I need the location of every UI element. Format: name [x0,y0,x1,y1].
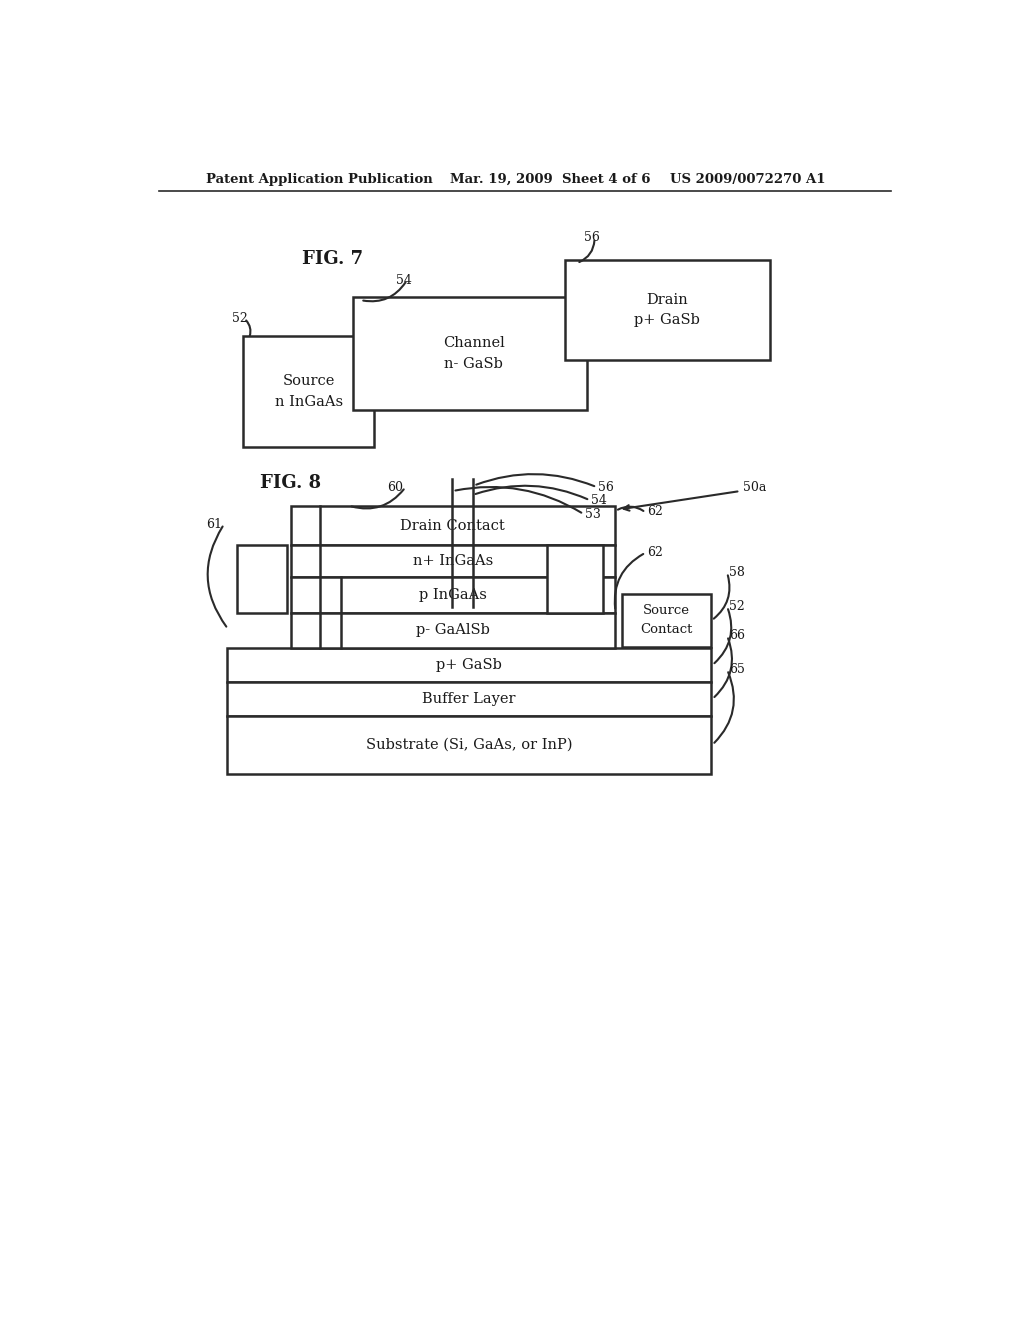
Text: p- GaAlSb: p- GaAlSb [416,623,489,638]
Bar [291,612,614,648]
Bar [243,335,375,447]
Bar [227,682,711,715]
Bar [291,577,614,612]
Text: n+ InGaAs: n+ InGaAs [413,554,493,568]
Bar [547,545,603,612]
Text: 65: 65 [729,663,744,676]
Bar [565,260,770,360]
Text: 56: 56 [598,480,614,494]
Text: Source
Contact: Source Contact [640,605,693,636]
Bar [291,507,614,545]
Text: 61: 61 [207,517,222,531]
Bar [237,545,287,612]
Text: 52: 52 [729,601,744,612]
Text: Substrate (Si, GaAs, or InP): Substrate (Si, GaAs, or InP) [366,738,572,752]
Text: Drain Contact: Drain Contact [400,519,505,533]
Text: Mar. 19, 2009  Sheet 4 of 6: Mar. 19, 2009 Sheet 4 of 6 [450,173,650,186]
Text: 58: 58 [729,566,744,579]
Bar [227,648,711,682]
Text: FIG. 7: FIG. 7 [302,249,364,268]
Text: p+ GaSb: p+ GaSb [436,659,502,672]
Text: 62: 62 [647,504,664,517]
Text: US 2009/0072270 A1: US 2009/0072270 A1 [671,173,826,186]
Text: 53: 53 [586,508,601,520]
Bar [227,715,711,774]
Text: Source
n InGaAs: Source n InGaAs [274,374,343,409]
Text: Drain
p+ GaSb: Drain p+ GaSb [635,293,700,327]
Text: p InGaAs: p InGaAs [419,587,486,602]
Text: Buffer Layer: Buffer Layer [422,692,516,706]
Text: Patent Application Publication: Patent Application Publication [206,173,432,186]
Text: 62: 62 [647,546,664,560]
Text: 54: 54 [396,273,412,286]
Text: 60: 60 [387,480,403,494]
Text: 52: 52 [231,312,248,325]
Text: 66: 66 [729,630,744,643]
Bar [291,545,614,577]
Text: FIG. 8: FIG. 8 [260,474,321,492]
Bar [352,297,587,411]
Text: 50a: 50a [742,482,766,495]
Bar [623,594,711,647]
Text: 54: 54 [592,494,607,507]
Text: 56: 56 [584,231,600,244]
Text: Channel
n- GaSb: Channel n- GaSb [442,337,505,371]
